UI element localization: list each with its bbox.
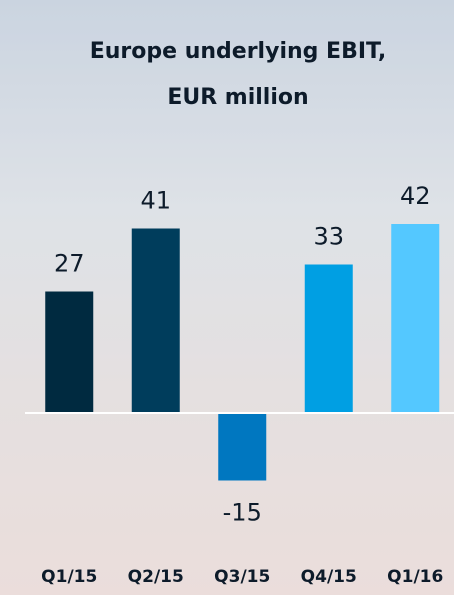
bar bbox=[218, 413, 266, 481]
x-tick-label: Q4/15 bbox=[301, 567, 357, 587]
bar bbox=[305, 265, 353, 414]
chart-title: Europe underlying EBIT, bbox=[90, 39, 387, 64]
value-label: -15 bbox=[223, 499, 262, 527]
value-label: 33 bbox=[313, 223, 344, 251]
x-tick-label: Q3/15 bbox=[214, 567, 270, 587]
x-tick-label: Q1/15 bbox=[41, 567, 97, 587]
bar bbox=[45, 292, 93, 414]
x-tick-label: Q1/16 bbox=[387, 567, 443, 587]
chart-subtitle: EUR million bbox=[167, 85, 308, 110]
value-label: 41 bbox=[140, 187, 171, 215]
bar bbox=[391, 224, 439, 413]
bar bbox=[132, 229, 180, 414]
page: Europe underlying EBIT, EUR million 27 Q1… bbox=[0, 0, 454, 595]
x-tick-label: Q2/15 bbox=[128, 567, 184, 587]
chart: Europe underlying EBIT, EUR million 27 Q1… bbox=[0, 0, 454, 595]
value-label: 42 bbox=[400, 182, 431, 210]
value-label: 27 bbox=[54, 250, 85, 278]
